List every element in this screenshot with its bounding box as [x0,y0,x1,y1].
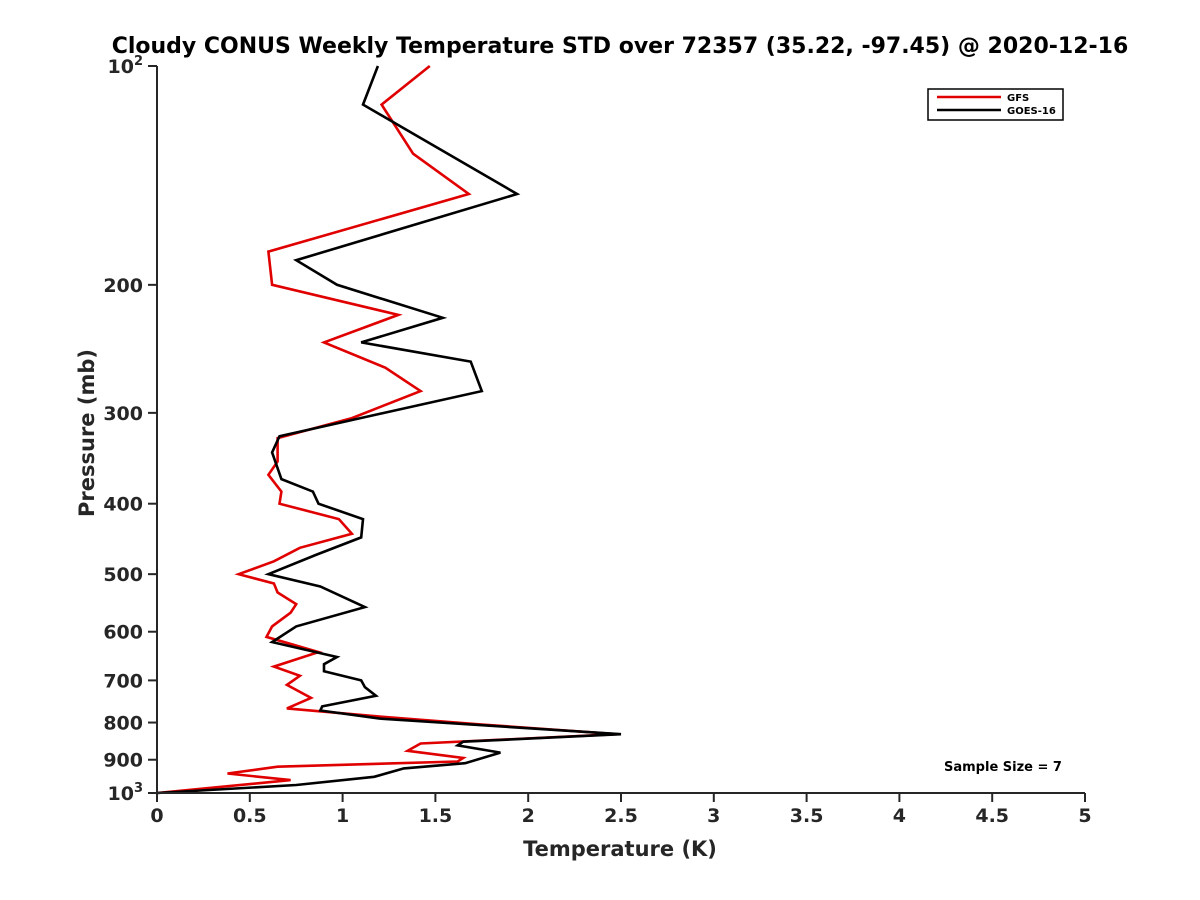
chart-title: Cloudy CONUS Weekly Temperature STD over… [112,34,1129,59]
plot-area [156,64,622,795]
x-tick-label: 3.5 [790,805,824,827]
x-tick-label: 4.5 [975,805,1009,827]
x-tick-label: 1.5 [419,805,453,827]
y-axis-label: Pressure (mb) [75,349,99,517]
x-tick-label: 4 [893,805,906,827]
y-tick-label: 700 [103,670,143,692]
legend-label: GFS [1007,93,1029,104]
series-line-gfs [156,64,618,795]
y-axis: 102 200 300 400 500 600 700 800 900 103 [103,54,158,805]
y-tick-label: 800 [103,713,143,735]
x-tick-label: 0.5 [233,805,267,827]
y-tick-label: 103 [108,781,144,805]
x-tick-label: 0 [150,805,163,827]
x-tick-label: 2 [522,805,535,827]
legend-box [927,88,1064,121]
series-line-goes-16 [156,65,622,795]
x-tick-label: 3 [707,805,720,827]
y-tick-label: 600 [103,622,143,644]
sample-size-annotation: Sample Size = 7 [944,760,1062,775]
x-axis-label: Temperature (K) [523,837,717,861]
x-axis: 0 0.5 1 1.5 2 2.5 3 3.5 4 4.5 5 [150,792,1092,827]
legend-label: GOES-16 [1007,106,1056,117]
x-tick-label: 2.5 [604,805,638,827]
y-tick-label: 200 [103,275,143,297]
x-tick-label: 5 [1078,805,1091,827]
y-tick-label: 300 [103,403,143,425]
y-tick-label: 500 [103,564,143,586]
y-tick-label: 900 [103,750,143,772]
legend: GFS GOES-16 [927,88,1064,121]
y-tick-label: 400 [103,494,143,516]
x-tick-label: 1 [336,805,349,827]
y-tick-label: 102 [108,54,144,78]
